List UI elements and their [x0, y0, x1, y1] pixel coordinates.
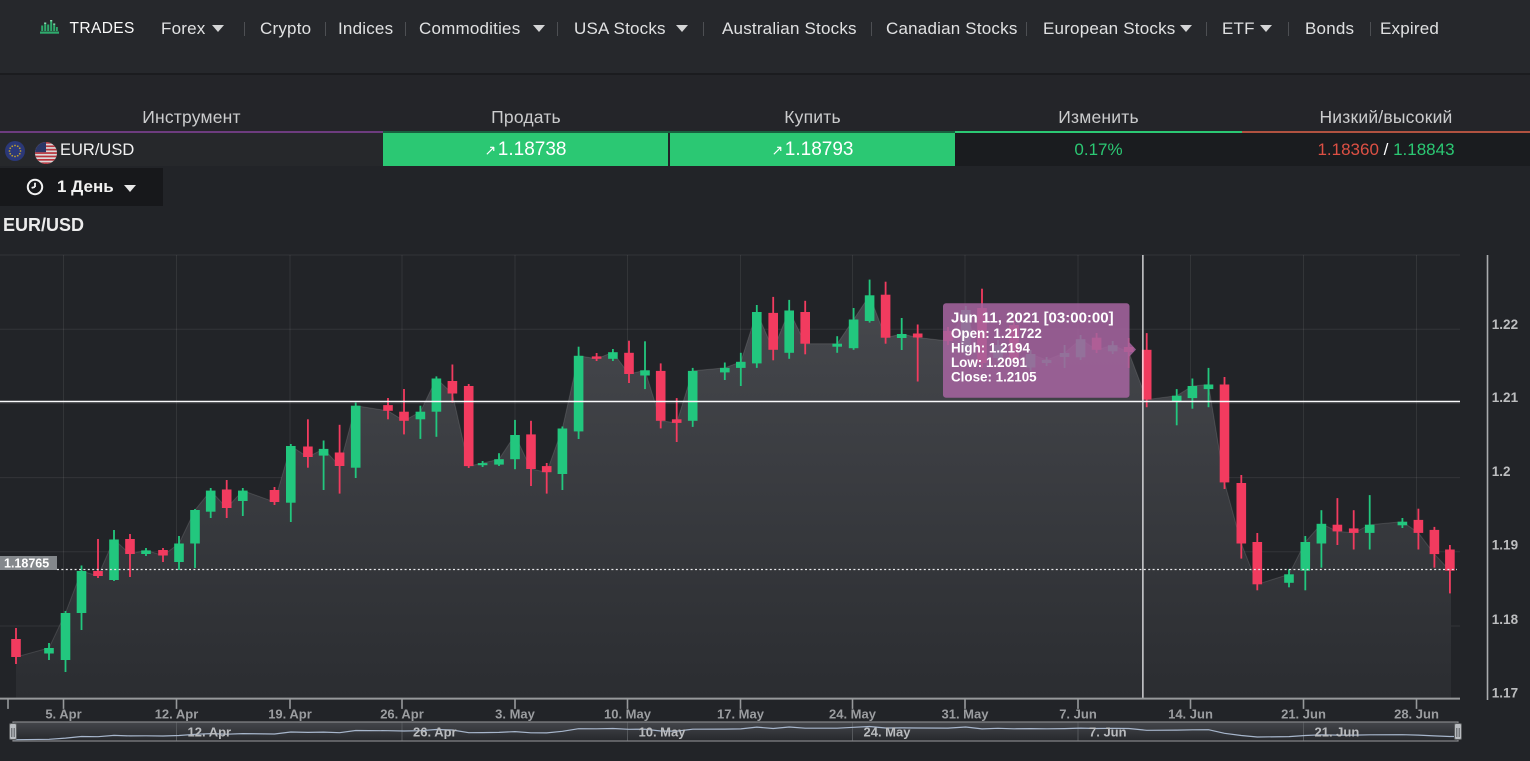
- svg-text:1.21: 1.21: [1492, 390, 1519, 405]
- svg-text:7. Jun: 7. Jun: [1089, 725, 1127, 740]
- svg-text:Close: 1.2105: Close: 1.2105: [951, 370, 1037, 385]
- svg-text:10. May: 10. May: [604, 707, 652, 722]
- svg-text:5. Apr: 5. Apr: [45, 707, 81, 722]
- svg-text:26. Apr: 26. Apr: [380, 707, 424, 722]
- svg-text:12. Apr: 12. Apr: [155, 707, 199, 722]
- svg-text:28. Jun: 28. Jun: [1394, 707, 1439, 722]
- svg-text:26. Apr: 26. Apr: [413, 725, 457, 740]
- svg-text:31. May: 31. May: [942, 707, 990, 722]
- svg-text:3. May: 3. May: [495, 707, 536, 722]
- svg-text:14. Jun: 14. Jun: [1168, 707, 1213, 722]
- svg-text:1.18: 1.18: [1492, 612, 1519, 627]
- svg-text:24. May: 24. May: [864, 725, 912, 740]
- svg-text:1.18765: 1.18765: [4, 557, 49, 571]
- svg-text:21. Jun: 21. Jun: [1281, 707, 1326, 722]
- svg-text:12. Apr: 12. Apr: [188, 725, 232, 740]
- svg-text:1.22: 1.22: [1492, 317, 1518, 332]
- svg-text:1.17: 1.17: [1492, 686, 1518, 701]
- svg-text:1.19: 1.19: [1492, 538, 1518, 553]
- svg-text:17. May: 17. May: [717, 707, 765, 722]
- svg-text:Low: 1.2091: Low: 1.2091: [951, 355, 1027, 370]
- svg-text:21. Jun: 21. Jun: [1315, 725, 1360, 740]
- svg-text:10. May: 10. May: [639, 725, 687, 740]
- svg-text:7. Jun: 7. Jun: [1059, 707, 1097, 722]
- svg-text:19. Apr: 19. Apr: [268, 707, 312, 722]
- svg-text:24. May: 24. May: [829, 707, 877, 722]
- svg-text:1.2: 1.2: [1492, 464, 1511, 479]
- svg-text:Jun 11, 2021 [03:00:00]: Jun 11, 2021 [03:00:00]: [951, 310, 1114, 327]
- svg-text:High: 1.2194: High: 1.2194: [951, 341, 1030, 356]
- svg-text:Open: 1.21722: Open: 1.21722: [951, 326, 1042, 341]
